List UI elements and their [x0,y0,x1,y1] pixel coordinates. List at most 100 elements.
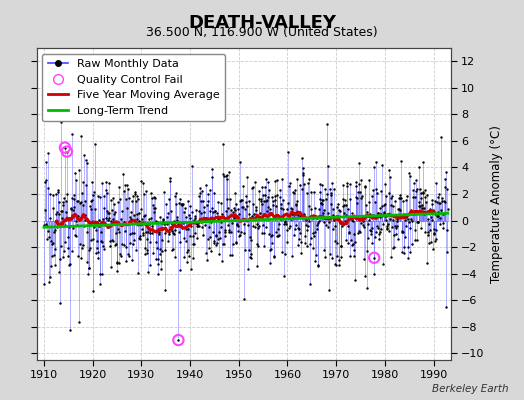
Point [110,201,118,208]
Point [147,215,155,221]
Point [121,182,129,188]
Point [76,241,84,247]
Point [344,205,352,212]
Point [82,182,90,188]
Point [116,253,125,260]
Point [384,211,392,218]
Point [316,196,324,202]
Point [100,193,108,199]
Point [183,259,191,265]
Point [227,207,235,214]
Point [158,248,166,254]
Point [358,218,367,224]
Point [325,219,333,226]
Point [165,229,173,235]
Point [384,220,392,227]
Point [312,226,321,233]
Point [107,197,115,204]
Point [310,189,319,195]
Point [118,240,126,247]
Point [47,238,55,245]
Point [154,256,162,262]
Point [181,205,189,212]
Point [351,277,359,283]
Point [115,229,124,236]
Point [45,234,53,240]
Point [115,260,123,267]
Point [308,214,316,220]
Point [244,266,252,272]
Point [327,192,335,198]
Point [198,188,206,194]
Point [211,208,219,214]
Point [40,280,49,287]
Point [420,204,428,211]
Point [259,192,267,198]
Point [424,229,432,236]
Point [174,337,182,343]
Point [122,258,130,264]
Point [93,238,101,245]
Point [302,222,310,228]
Point [94,192,103,199]
Point [80,217,89,223]
Point [66,327,74,333]
Point [157,258,166,264]
Point [256,215,265,221]
Point [93,245,101,252]
Point [289,189,297,195]
Point [71,232,79,238]
Point [413,186,421,192]
Point [71,176,80,183]
Point [291,226,299,232]
Point [298,155,307,161]
Point [303,223,312,229]
Point [72,233,81,240]
Point [245,198,254,204]
Point [170,230,179,237]
Point [111,209,119,215]
Point [323,163,332,169]
Point [339,203,347,209]
Point [293,176,301,182]
Point [443,226,452,233]
Point [343,183,351,189]
Point [68,131,76,138]
Point [177,220,185,227]
Point [161,201,170,207]
Point [366,211,374,218]
Point [401,217,409,223]
Point [346,214,355,221]
Point [215,235,224,241]
Point [40,222,48,228]
Point [174,337,182,343]
Point [122,196,130,202]
Point [112,230,120,236]
Point [217,211,226,218]
Point [282,206,291,212]
Point [417,190,425,196]
Point [141,212,150,218]
Point [235,233,243,240]
Point [120,218,128,225]
Point [247,255,256,262]
Point [162,220,171,227]
Point [416,203,424,209]
Point [216,219,225,225]
Point [282,210,290,217]
Point [354,230,362,236]
Point [72,218,80,224]
Point [348,217,356,224]
Point [396,191,405,198]
Point [105,210,113,217]
Point [202,250,210,257]
Point [138,230,147,236]
Point [165,196,173,202]
Point [250,224,259,230]
Point [68,248,77,254]
Point [247,236,255,243]
Point [352,183,360,189]
Point [365,199,373,205]
Point [374,210,382,217]
Point [271,178,279,184]
